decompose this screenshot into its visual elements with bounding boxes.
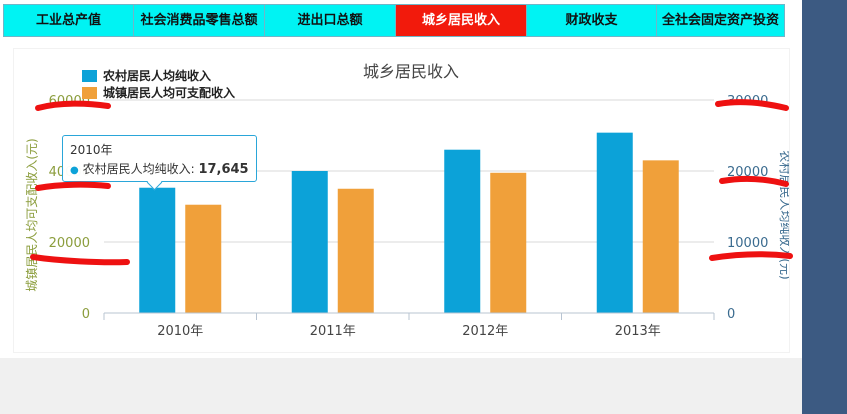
bar-urban-1[interactable] <box>337 188 374 313</box>
right-tick-label: 10000 <box>727 236 768 251</box>
left-tick-label: 0 <box>82 307 90 322</box>
bar-chart: 020000400006000001000020000300002010年201… <box>25 62 789 339</box>
right-tick-label: 20000 <box>727 165 768 180</box>
chart-title: 城乡居民收入 <box>363 62 459 81</box>
tab-import-export[interactable]: 进出口总额 <box>264 4 395 37</box>
tab-bar: 工业总产值 社会消费品零售总额 进出口总额 城乡居民收入 财政收支 全社会固定资… <box>3 4 785 37</box>
right-axis-label: 农村居民人均纯收入(元) <box>778 150 789 279</box>
x-tick-label: 2011年 <box>310 324 356 339</box>
bar-rural-0[interactable] <box>139 187 176 313</box>
x-tick-label: 2010年 <box>157 324 203 339</box>
data-tooltip: 2010年 ● 农村居民人均纯收入: 17,645 <box>62 135 257 182</box>
legend-swatch-rural <box>82 70 97 82</box>
bar-urban-0[interactable] <box>185 204 222 313</box>
bottom-band <box>0 358 802 414</box>
left-tick-label: 20000 <box>49 236 90 251</box>
bar-rural-3[interactable] <box>596 132 633 313</box>
bar-rural-2[interactable] <box>444 149 481 313</box>
tooltip-value: 17,645 <box>198 162 249 177</box>
left-axis-label: 城镇居民人均可支配收入(元) <box>25 138 39 291</box>
bar-urban-2[interactable] <box>490 172 527 313</box>
tab-fiscal[interactable]: 财政收支 <box>526 4 656 37</box>
tooltip-series-dot: ● <box>70 165 79 176</box>
legend-label-rural[interactable]: 农村居民人均纯收入 <box>102 68 211 83</box>
tooltip-category: 2010年 <box>70 143 113 157</box>
bar-rural-1[interactable] <box>291 171 328 313</box>
app-window: 工业总产值 社会消费品零售总额 进出口总额 城乡居民收入 财政收支 全社会固定资… <box>0 0 802 414</box>
legend-label-urban[interactable]: 城镇居民人均可支配收入 <box>103 85 235 100</box>
tab-fixed-investment[interactable]: 全社会固定资产投资 <box>656 4 785 37</box>
chart-legend: 农村居民人均纯收入 城镇居民人均可支配收入 <box>82 68 235 100</box>
right-tick-label: 0 <box>727 307 735 322</box>
legend-swatch-urban <box>82 87 97 99</box>
x-tick-label: 2012年 <box>462 324 508 339</box>
chart-panel: 020000400006000001000020000300002010年201… <box>14 49 789 352</box>
chart-bars <box>139 132 679 313</box>
bar-urban-3[interactable] <box>642 160 679 313</box>
tab-income[interactable]: 城乡居民收入 <box>395 4 526 37</box>
tab-industrial-output[interactable]: 工业总产值 <box>3 4 133 37</box>
right-tick-label: 30000 <box>727 94 768 109</box>
x-tick-label: 2013年 <box>615 324 661 339</box>
tab-retail-sales[interactable]: 社会消费品零售总额 <box>133 4 264 37</box>
tooltip-series-name: 农村居民人均纯收入 <box>82 162 191 176</box>
